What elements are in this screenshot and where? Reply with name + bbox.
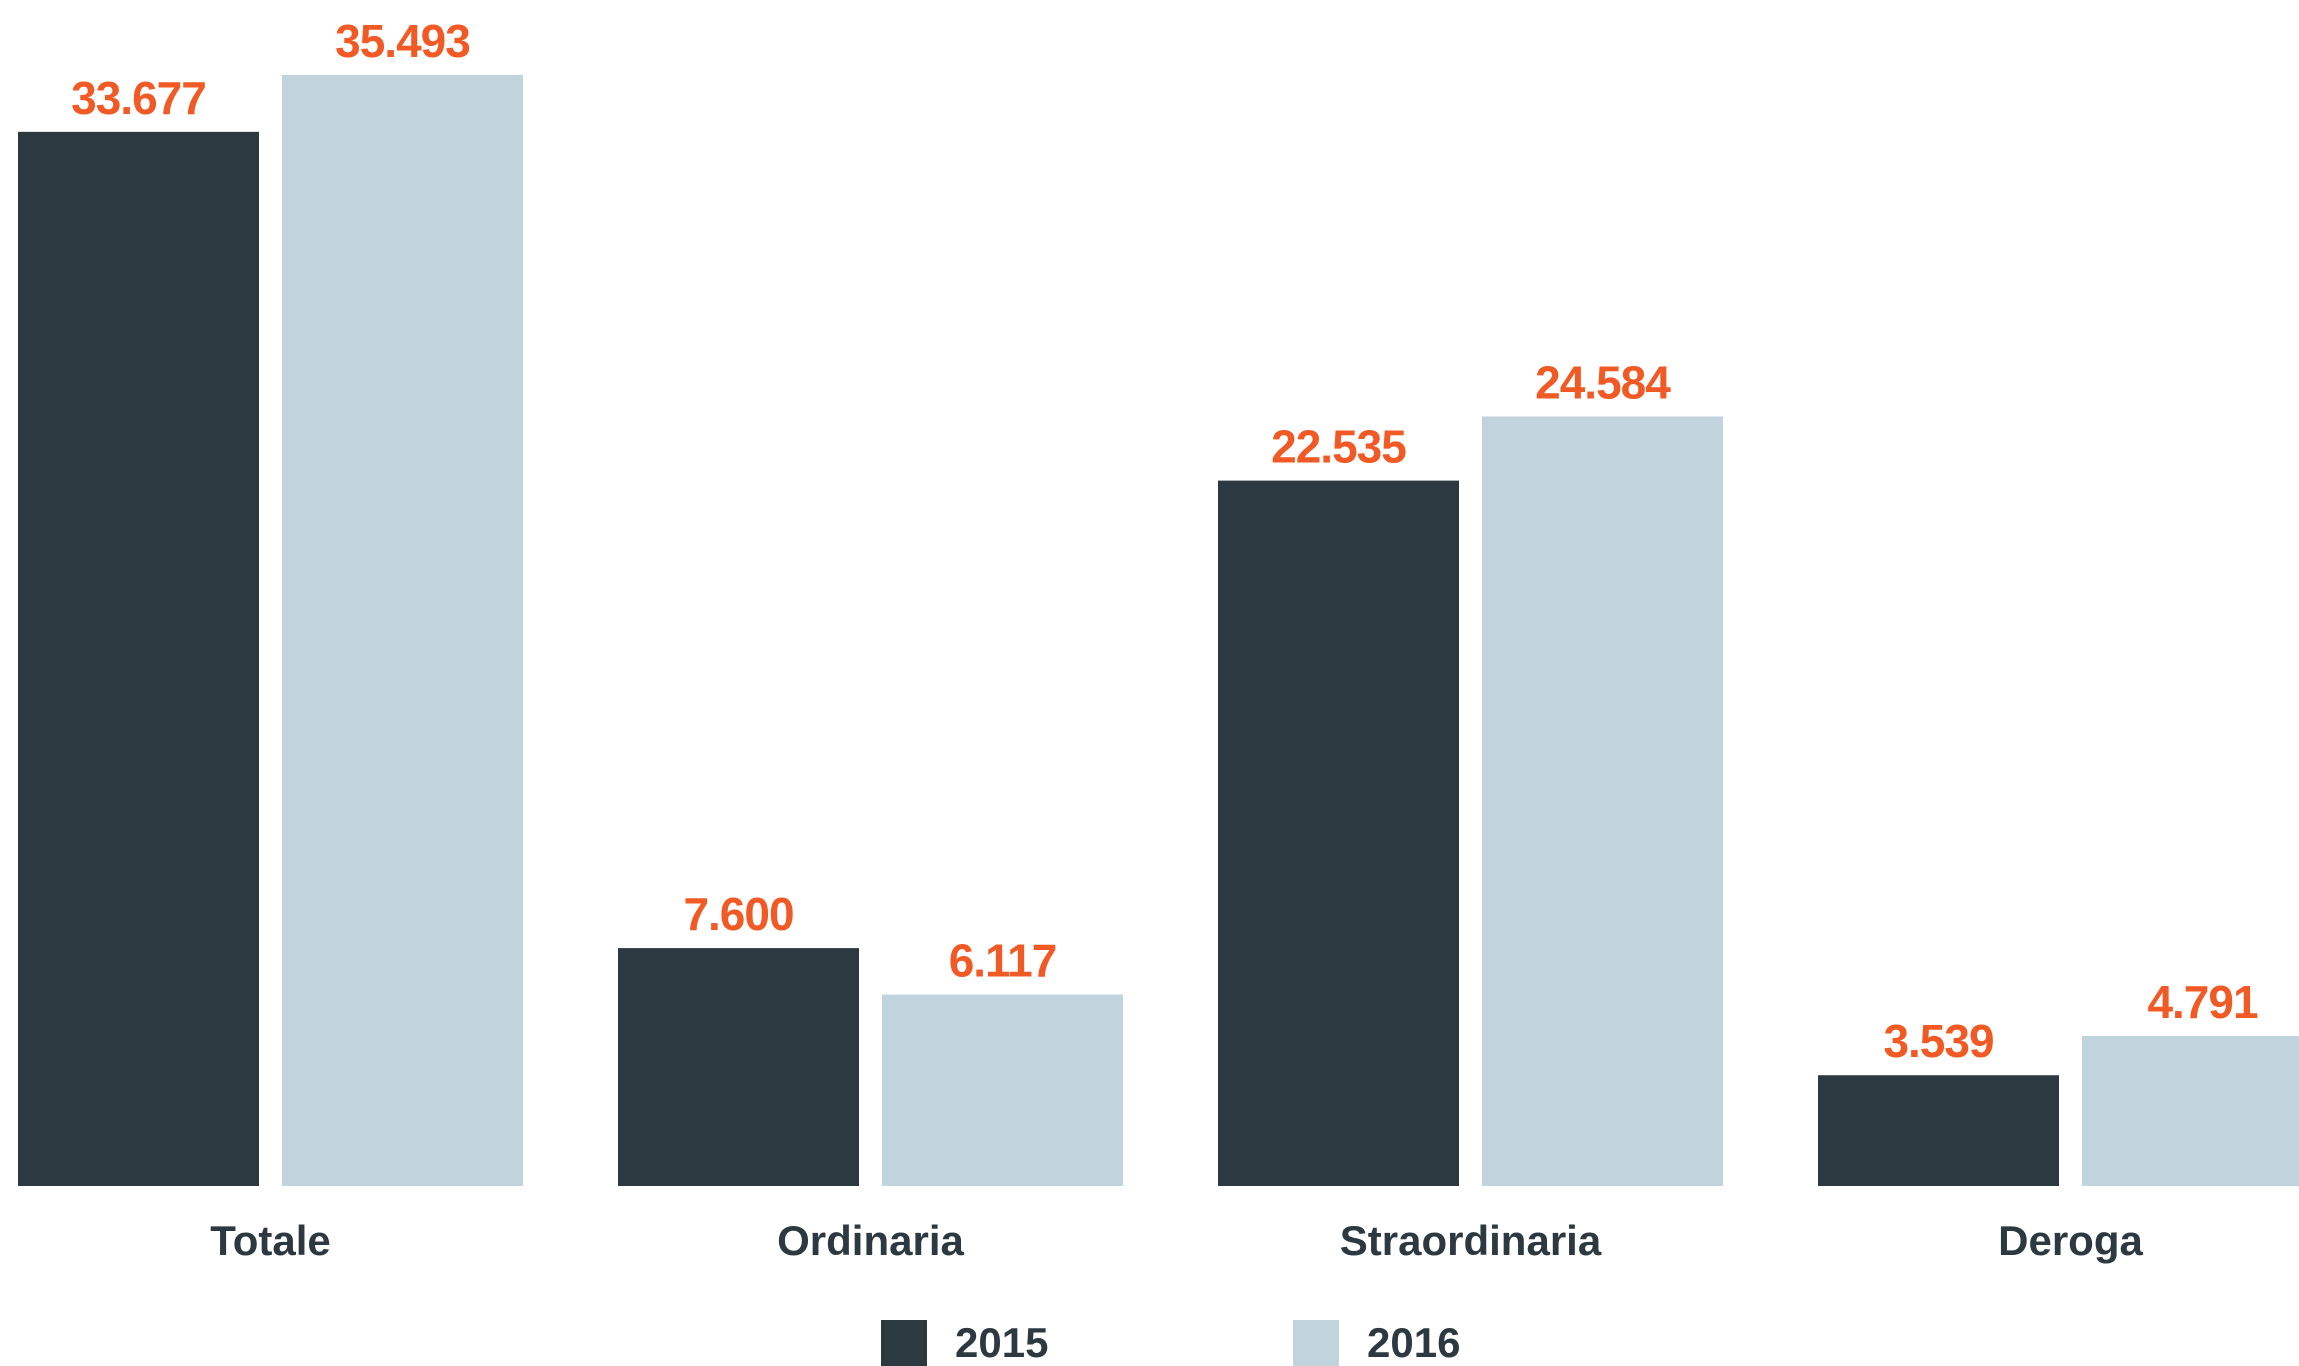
chart-legend: 2015 2016 <box>0 1312 2299 1366</box>
legend-label-2015: 2015 <box>955 1319 1049 1366</box>
value-label-2016-straordinaria: 24.584 <box>1535 356 1671 408</box>
legend-item-2016: 2016 <box>1293 1320 1460 1366</box>
category-label-deroga: Deroga <box>1998 1217 2143 1264</box>
legend-swatch-2015 <box>881 1320 927 1366</box>
value-label-2015-totale: 33.677 <box>71 72 206 124</box>
bar-2015-straordinaria <box>1218 480 1459 1187</box>
bar-2016-ordinaria <box>882 994 1123 1186</box>
bar-2015-deroga <box>1818 1075 2059 1186</box>
value-label-2015-straordinaria: 22.535 <box>1271 421 1406 473</box>
bar-2015-totale <box>18 131 259 1186</box>
value-label-2016-ordinaria: 6.117 <box>949 935 1057 987</box>
value-label-2015-ordinaria: 7.600 <box>683 888 793 940</box>
bar-2016-totale <box>282 75 523 1186</box>
category-label-straordinaria: Straordinaria <box>1340 1217 1602 1264</box>
bar-2015-ordinaria <box>618 948 859 1186</box>
legend-item-2015: 2015 <box>881 1320 1048 1366</box>
category-label-totale: Totale <box>210 1217 331 1264</box>
legend-label-2016: 2016 <box>1367 1319 1461 1366</box>
value-label-2016-totale: 35.493 <box>335 15 470 67</box>
bar-2016-straordinaria <box>1482 416 1723 1187</box>
legend-swatch-2016 <box>1293 1320 1339 1366</box>
category-label-ordinaria: Ordinaria <box>777 1217 964 1264</box>
value-label-2015-deroga: 3.539 <box>1883 1015 1993 1067</box>
value-label-2016-deroga: 4.791 <box>2147 976 2258 1028</box>
bar-2016-deroga <box>2082 1036 2299 1186</box>
